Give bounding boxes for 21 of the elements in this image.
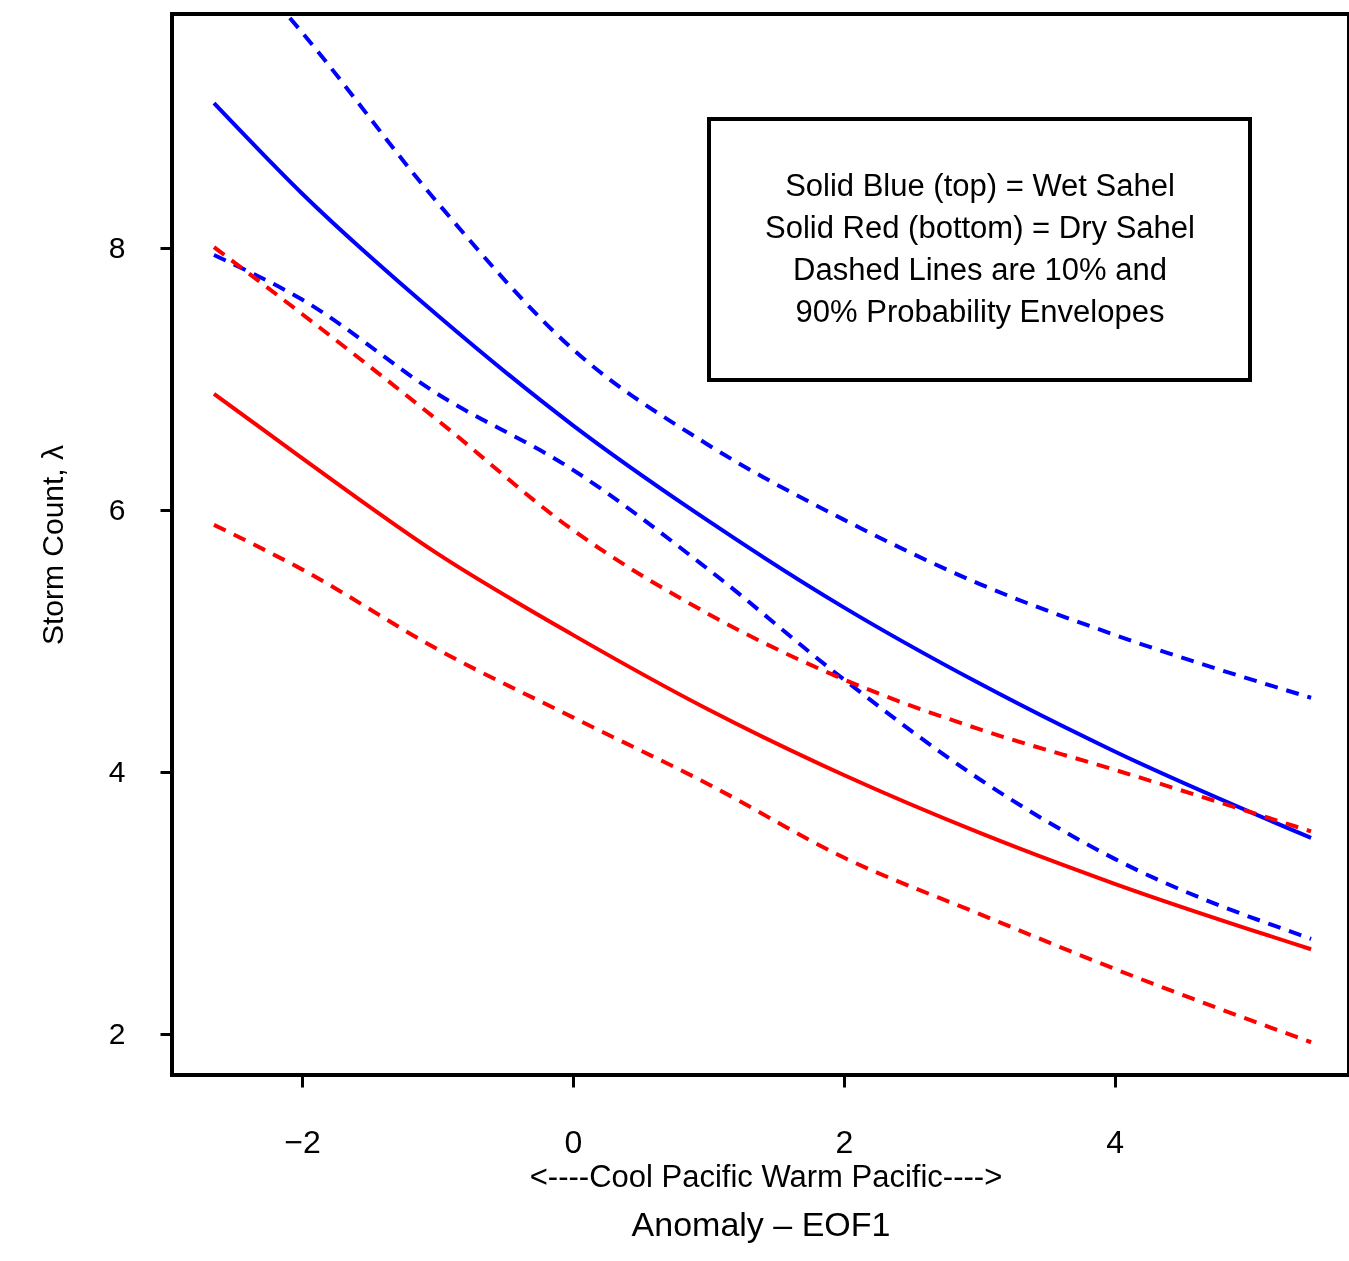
text: <----Cool Pacific Warm Pacific----> (529, 1159, 1003, 1194)
x-tick-label: −2 (284, 1123, 321, 1160)
x-tick-label: 2 (835, 1123, 854, 1160)
annotation: Dashed Lines are 10% and (793, 252, 1167, 287)
y-axis-title: Storm Count, λ (35, 444, 69, 646)
line-series (211, 245, 1314, 834)
y-tick-label: 2 (108, 1016, 126, 1050)
x-tick-label: 0 (564, 1123, 583, 1160)
x-axis-title: Anomaly – EOF1 (631, 1204, 891, 1243)
x-tick-label: 4 (1106, 1123, 1125, 1160)
line-series (211, 522, 1314, 1045)
y-tick-label: 4 (108, 754, 126, 788)
annotation: 90% Probability Envelopes (795, 294, 1165, 329)
line-series (211, 101, 1314, 840)
line-series (211, 253, 1314, 941)
y-tick-label: 6 (108, 492, 126, 526)
line-series (211, 391, 1314, 952)
annotation: Solid Blue (top) = Wet Sahel (785, 168, 1175, 203)
y-tick-label: 8 (108, 230, 126, 264)
annotation: Solid Red (bottom) = Dry Sahel (765, 210, 1195, 245)
line-series (287, 15, 1314, 700)
